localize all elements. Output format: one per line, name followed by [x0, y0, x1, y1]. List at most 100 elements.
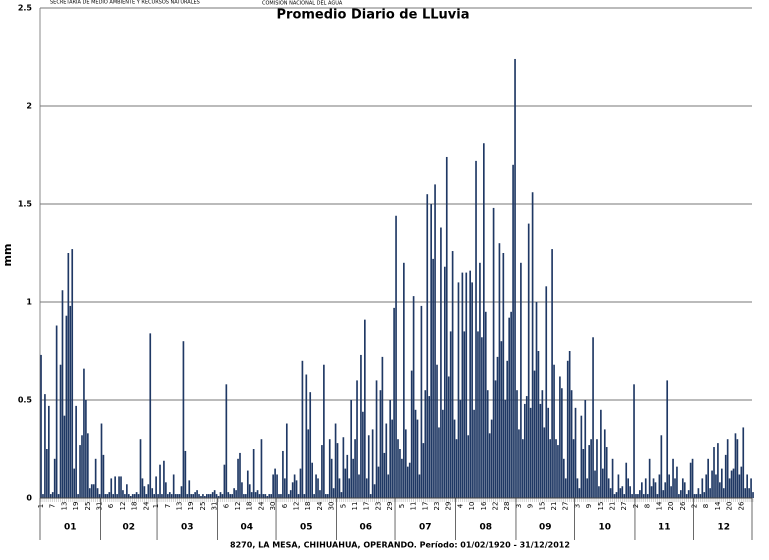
- bar: [192, 494, 195, 498]
- bar: [572, 439, 575, 498]
- x-tick-label: 21: [550, 502, 558, 511]
- bar: [486, 390, 489, 498]
- x-tick-label: 31: [211, 502, 219, 511]
- bar: [235, 490, 237, 498]
- bar: [365, 478, 368, 498]
- bar: [371, 429, 374, 498]
- bar: [250, 492, 253, 498]
- month-label: 08: [479, 523, 492, 533]
- bar: [67, 253, 70, 498]
- bar: [463, 331, 466, 498]
- bar: [594, 470, 596, 498]
- bar: [609, 488, 612, 498]
- bar: [252, 449, 255, 498]
- bar: [473, 409, 475, 498]
- bar: [668, 474, 670, 498]
- bar: [633, 384, 635, 498]
- bar: [145, 494, 148, 498]
- bar: [268, 494, 271, 498]
- bar: [724, 454, 727, 498]
- bar: [646, 494, 649, 498]
- bar: [713, 447, 715, 498]
- x-tick-label: 24: [257, 501, 265, 510]
- bar: [340, 492, 343, 498]
- bar: [588, 445, 590, 498]
- bar: [202, 494, 204, 498]
- bar: [57, 494, 60, 498]
- bar: [720, 468, 723, 498]
- bar: [545, 286, 548, 498]
- bar: [258, 494, 261, 498]
- bar: [574, 407, 577, 498]
- bar: [309, 392, 312, 498]
- bar: [697, 488, 700, 498]
- bar: [319, 490, 321, 498]
- bar: [399, 449, 401, 498]
- bar: [44, 394, 46, 498]
- bar: [356, 380, 358, 498]
- bar: [69, 305, 72, 498]
- bar: [681, 478, 684, 498]
- x-tick-label: 5: [339, 504, 347, 508]
- bar: [116, 494, 118, 498]
- bar: [393, 307, 395, 498]
- bar: [219, 492, 222, 498]
- x-tick-label: 6: [107, 503, 115, 508]
- bar: [71, 249, 74, 498]
- bar: [449, 331, 452, 498]
- bar: [469, 270, 472, 498]
- bar: [578, 488, 581, 498]
- bar: [295, 480, 298, 498]
- bar: [648, 458, 651, 498]
- bar: [395, 215, 397, 498]
- bar: [516, 390, 518, 498]
- bar: [163, 460, 165, 498]
- bar: [709, 488, 711, 498]
- bar: [408, 462, 411, 498]
- bar: [561, 388, 563, 498]
- bar: [436, 364, 438, 498]
- x-tick-label: 14: [714, 501, 722, 510]
- bar: [639, 490, 641, 498]
- bar: [170, 494, 173, 498]
- bar: [391, 419, 393, 498]
- bar: [719, 482, 721, 498]
- y-tick-label: 0.5: [18, 396, 33, 405]
- bar: [529, 407, 532, 498]
- x-tick-label: 28: [503, 502, 511, 511]
- x-tick-label: 5: [398, 504, 406, 508]
- x-tick-label: 13: [60, 502, 68, 511]
- bar: [389, 400, 392, 498]
- bar: [455, 439, 458, 498]
- bar: [443, 266, 446, 498]
- bar: [328, 439, 331, 498]
- bar: [447, 376, 450, 498]
- bar: [440, 227, 442, 498]
- bar: [256, 490, 259, 498]
- bar: [475, 160, 477, 498]
- bar: [523, 403, 526, 498]
- bar: [551, 249, 553, 498]
- bar: [287, 494, 290, 498]
- bar: [85, 400, 87, 498]
- x-tick-label: 26: [737, 501, 745, 510]
- bar: [369, 494, 372, 498]
- x-tick-label: 6: [281, 503, 289, 508]
- bar: [426, 194, 429, 498]
- bar: [664, 482, 667, 498]
- bar: [174, 494, 177, 498]
- month-label: 07: [419, 523, 432, 533]
- bar: [124, 494, 126, 498]
- bar: [424, 390, 427, 498]
- bar: [453, 419, 456, 498]
- bar: [131, 494, 134, 498]
- bar: [467, 435, 470, 498]
- x-tick-label: 18: [304, 502, 312, 511]
- bar: [321, 445, 323, 498]
- bar: [414, 409, 417, 498]
- bar: [740, 466, 743, 498]
- bar: [301, 360, 304, 498]
- bar: [217, 496, 220, 498]
- x-tick-label: 21: [609, 502, 617, 511]
- bar: [323, 364, 325, 498]
